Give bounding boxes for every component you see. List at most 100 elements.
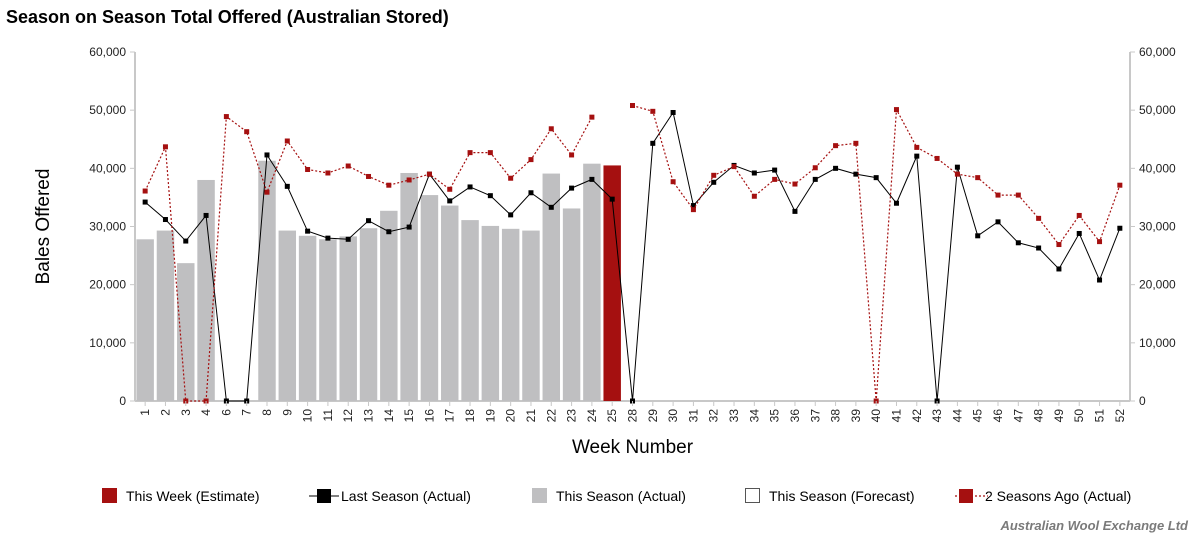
x-tick-label: 1: [138, 409, 152, 416]
data-point: [203, 212, 209, 218]
bar: [136, 239, 154, 401]
legend-label: This Season (Actual): [556, 488, 686, 504]
x-tick-label: 22: [544, 409, 558, 423]
data-point: [954, 164, 960, 170]
x-tick-label: 30: [666, 409, 680, 423]
x-tick-label: 9: [280, 409, 294, 416]
data-point: [934, 155, 940, 161]
x-tick-label: 16: [422, 409, 436, 423]
data-point: [528, 190, 534, 196]
y-tick-label: 40,000: [89, 161, 126, 175]
data-point: [1117, 225, 1123, 231]
x-tick-label: 21: [524, 409, 538, 423]
bar: [603, 165, 621, 401]
x-axis-label: Week Number: [572, 437, 694, 458]
bar: [359, 228, 378, 401]
bar: [278, 230, 297, 401]
data-point: [426, 171, 432, 177]
y-tick-label: 50,000: [89, 103, 126, 117]
data-point: [893, 107, 899, 113]
data-point: [975, 233, 981, 239]
data-point: [772, 176, 778, 182]
x-tick-label: 45: [971, 409, 985, 423]
data-point: [142, 188, 148, 194]
x-tick-label: 48: [1032, 409, 1046, 423]
x-tick-label: 40: [869, 409, 883, 423]
x-tick-label: 17: [443, 409, 457, 423]
x-tick-label: 24: [585, 409, 599, 423]
data-point: [893, 200, 899, 206]
x-tick-label: 25: [605, 409, 619, 423]
data-point: [142, 199, 148, 205]
x-tick-label: 3: [179, 409, 193, 416]
x-tick-label: 15: [402, 409, 416, 423]
data-point: [325, 170, 331, 176]
data-point: [812, 176, 818, 182]
data-point: [366, 173, 372, 179]
data-point: [284, 138, 290, 144]
x-tick-label: 34: [747, 409, 761, 423]
y-tick-label: 60,000: [1139, 45, 1176, 59]
data-point: [244, 129, 250, 135]
x-tick-label: 38: [829, 409, 843, 423]
x-tick-label: 33: [727, 409, 741, 423]
y-tick-label: 0: [119, 394, 126, 408]
data-point: [690, 207, 696, 213]
x-tick-label: 37: [808, 409, 822, 423]
x-tick-label: 50: [1072, 409, 1086, 423]
bar: [156, 230, 175, 401]
right-y-axis: 0 10,000 20,000 30,000 40,000 50,000 60,000: [1130, 45, 1176, 408]
y-tick-label: 10,000: [89, 336, 126, 350]
data-point: [305, 166, 311, 172]
data-point: [406, 224, 412, 230]
data-point: [284, 183, 290, 189]
y-tick-label: 10,000: [1139, 336, 1176, 350]
bar: [319, 239, 337, 401]
data-point: [406, 177, 412, 183]
legend: This Week (Estimate) Last Season (Actual)…: [102, 488, 1131, 504]
x-tick-label: 41: [889, 409, 903, 423]
data-point: [914, 153, 920, 159]
x-tick-label: 47: [1011, 409, 1025, 423]
bar: [197, 179, 215, 401]
data-point: [264, 189, 270, 195]
bar: [562, 208, 581, 401]
data-point: [1015, 240, 1021, 246]
data-point: [670, 179, 676, 185]
x-tick-label: 29: [646, 409, 660, 423]
y-tick-label: 0: [1139, 394, 1146, 408]
bar: [298, 235, 317, 401]
bar: [481, 225, 500, 401]
bar: [441, 205, 459, 401]
bar: [583, 163, 601, 401]
data-point: [508, 175, 514, 181]
y-tick-label: 30,000: [89, 220, 126, 234]
legend-swatch: [532, 488, 547, 503]
x-tick-label: 14: [382, 409, 396, 423]
data-point: [325, 235, 331, 241]
data-point: [487, 150, 493, 156]
data-point: [833, 143, 839, 149]
legend-label: Last Season (Actual): [341, 488, 471, 504]
data-point: [569, 185, 575, 191]
legend-label: This Week (Estimate): [126, 488, 260, 504]
x-tick-label: 19: [483, 409, 497, 423]
x-tick-label: 36: [788, 409, 802, 423]
y-tick-label: 40,000: [1139, 161, 1176, 175]
y-tick-label: 20,000: [89, 278, 126, 292]
data-point: [447, 186, 453, 192]
data-point: [853, 171, 859, 177]
data-point: [183, 238, 189, 244]
data-point: [711, 179, 717, 185]
data-point: [630, 103, 635, 109]
data-point: [609, 196, 615, 202]
data-point: [548, 204, 554, 210]
data-point: [975, 175, 981, 181]
data-point: [569, 152, 575, 158]
x-tick-label: 39: [849, 409, 863, 423]
legend-swatch: [959, 489, 973, 503]
x-tick-label: 10: [301, 409, 315, 423]
legend-swatch: [102, 488, 117, 503]
bar: [400, 172, 418, 401]
